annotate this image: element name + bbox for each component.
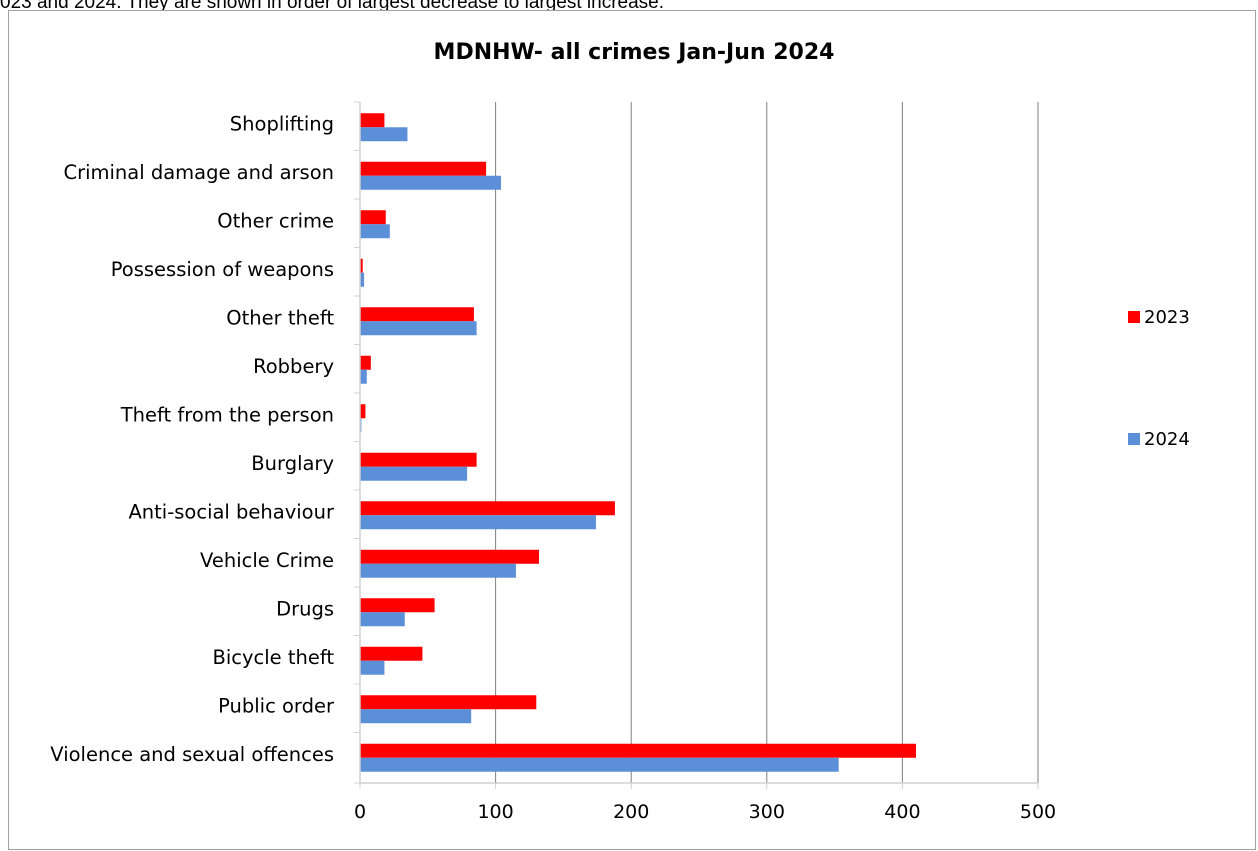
x-tick-label-100: 100	[477, 801, 513, 823]
category-label-1: Criminal damage and arson	[63, 161, 334, 184]
legend-swatch-2023	[1128, 311, 1140, 323]
category-label-6: Theft from the person	[120, 403, 334, 426]
bar-2023-8	[360, 501, 615, 516]
bar-2024-5	[360, 369, 367, 384]
gridlines	[359, 102, 1039, 789]
category-label-10: Drugs	[276, 597, 334, 620]
x-tick-label-400: 400	[884, 801, 920, 823]
bar-2024-7	[360, 466, 468, 481]
axes	[354, 101, 1038, 784]
legend-swatch-2024	[1128, 433, 1140, 445]
chart-frame: MDNHW- all crimes Jan-Jun 2024 Shoplifti…	[8, 10, 1256, 850]
bar-2024-9	[360, 563, 516, 578]
bar-2023-2	[360, 210, 386, 225]
bar-2023-7	[360, 452, 477, 467]
category-label-3: Possession of weapons	[111, 258, 334, 281]
bar-2023-11	[360, 646, 423, 661]
category-label-0: Shoplifting	[230, 112, 334, 135]
bar-2023-12	[360, 695, 537, 710]
bar-2023-3	[360, 258, 363, 273]
bar-2023-1	[360, 161, 487, 176]
bar-2023-6	[360, 404, 366, 419]
category-labels: Shoplifting Criminal damage and arson Othe…	[50, 112, 335, 766]
bar-2024-12	[360, 709, 472, 724]
chart-title: MDNHW- all crimes Jan-Jun 2024	[434, 40, 835, 65]
bar-2024-1	[360, 175, 502, 190]
x-tick-label-200: 200	[613, 801, 649, 823]
bar-2023-13	[360, 743, 916, 758]
bar-2024-13	[360, 757, 839, 772]
bar-2023-4	[360, 307, 474, 322]
bar-2024-0	[360, 127, 408, 142]
x-tick-label-500: 500	[1020, 801, 1056, 823]
category-label-4: Other theft	[226, 306, 334, 329]
category-label-2: Other crime	[217, 209, 334, 232]
category-label-8: Anti-social behaviour	[128, 500, 335, 523]
bar-2023-0	[360, 113, 385, 128]
category-label-11: Bicycle theft	[212, 646, 334, 669]
bar-chart: MDNHW- all crimes Jan-Jun 2024 Shoplifti…	[50, 40, 1190, 823]
bar-2024-4	[360, 321, 477, 336]
bar-2024-8	[360, 515, 596, 530]
bar-2024-3	[360, 272, 365, 287]
bars	[360, 113, 916, 772]
category-label-12: Public order	[218, 694, 335, 717]
bar-2024-2	[360, 224, 390, 239]
bar-2024-11	[360, 660, 385, 675]
legend-label-2023: 2023	[1144, 307, 1190, 328]
bar-2024-10	[360, 612, 405, 627]
category-label-13: Violence and sexual offences	[50, 743, 334, 766]
category-label-5: Robbery	[253, 355, 334, 378]
bar-2023-10	[360, 598, 435, 613]
x-tick-label-300: 300	[749, 801, 785, 823]
category-label-9: Vehicle Crime	[200, 549, 334, 572]
legend: 2023 2024	[1128, 307, 1190, 450]
bar-2023-5	[360, 355, 371, 370]
category-label-7: Burglary	[251, 452, 334, 475]
top-caption: 023 and 2024. They are shown in order of…	[0, 0, 664, 13]
bar-2023-9	[360, 549, 539, 564]
legend-label-2024: 2024	[1144, 429, 1190, 450]
x-tick-labels: 0 100 200 300 400 500	[354, 801, 1056, 823]
x-tick-label-0: 0	[354, 801, 366, 823]
